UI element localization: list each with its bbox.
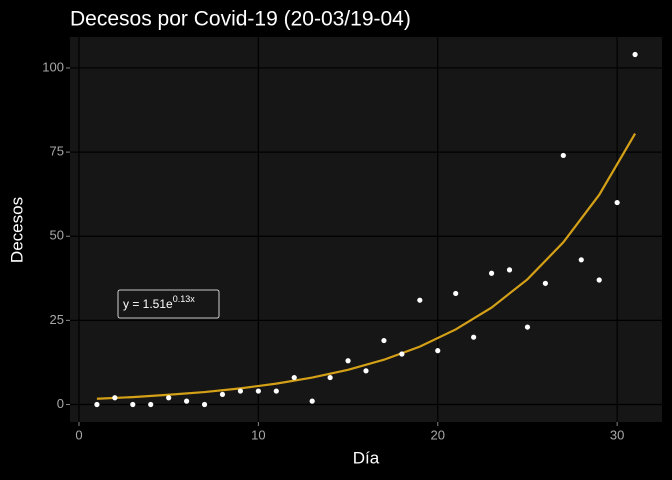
panel: [70, 37, 662, 422]
y-axis-label: Decesos: [7, 197, 26, 263]
data-point: [435, 348, 441, 354]
y-tick-label: 100: [42, 59, 64, 74]
data-point: [488, 270, 495, 276]
y-tick-label: 25: [50, 312, 64, 327]
data-point: [148, 401, 154, 408]
data-point: [309, 398, 315, 404]
data-point: [291, 374, 297, 381]
data-point: [578, 257, 584, 263]
data-point: [506, 267, 513, 273]
data-point: [94, 401, 100, 408]
data-point: [273, 388, 279, 394]
fit-curve: [96, 133, 637, 400]
data-point: [345, 358, 351, 364]
data-point: [399, 351, 405, 357]
x-axis-label: Día: [353, 448, 380, 467]
annotation-main: y = 1.51e: [123, 297, 173, 311]
data-point: [596, 277, 602, 283]
data-point: [237, 388, 244, 394]
y-tick-label: 75: [50, 144, 64, 159]
data-point: [417, 297, 423, 303]
data-point: [542, 280, 548, 286]
annotation-exponent: 0.13x: [173, 294, 196, 304]
data-point: [471, 334, 477, 340]
data-point: [453, 290, 459, 297]
marks: [94, 51, 638, 408]
data-point: [363, 368, 369, 374]
data-point: [112, 395, 118, 401]
y-tick-label: 0: [57, 396, 64, 411]
data-point: [560, 152, 566, 159]
data-point: [614, 199, 620, 206]
annotation-text: y = 1.51e0.13x: [123, 294, 195, 311]
data-point: [130, 401, 136, 408]
data-point: [166, 395, 172, 401]
data-point: [219, 391, 226, 398]
grid: [70, 37, 662, 422]
data-point: [184, 398, 190, 404]
data-point: [255, 388, 261, 394]
chart-title: Decesos por Covid-19 (20-03/19-04): [70, 8, 411, 31]
annotation-box: [117, 289, 220, 319]
x-tick-label: 30: [610, 427, 624, 442]
data-point: [201, 401, 208, 408]
data-point: [327, 374, 333, 381]
y-tick-label: 50: [50, 228, 64, 243]
data-point: [632, 51, 638, 58]
data-point: [524, 324, 531, 330]
data-point: [381, 337, 387, 344]
x-tick-label: 10: [251, 427, 265, 442]
x-tick-label: 0: [75, 427, 82, 442]
annotation: y = 1.51e0.13x: [117, 289, 220, 319]
x-tick-label: 20: [431, 427, 445, 442]
